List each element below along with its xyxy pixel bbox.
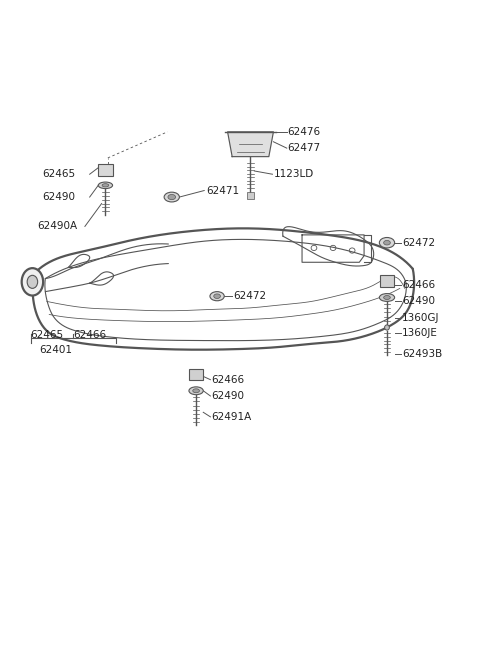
Ellipse shape: [384, 325, 389, 330]
Polygon shape: [228, 132, 274, 157]
Ellipse shape: [98, 182, 113, 189]
Text: 1360JE: 1360JE: [402, 328, 438, 338]
Ellipse shape: [384, 295, 390, 299]
Ellipse shape: [384, 240, 390, 245]
Text: 62490: 62490: [42, 192, 75, 202]
Text: 1123LD: 1123LD: [274, 169, 313, 179]
Text: 62491A: 62491A: [211, 412, 252, 422]
Bar: [247, 193, 254, 199]
Ellipse shape: [189, 387, 203, 395]
Text: 62476: 62476: [288, 127, 321, 137]
Text: 1360GJ: 1360GJ: [402, 312, 440, 323]
Text: 62466: 62466: [73, 330, 106, 341]
Text: 62472: 62472: [402, 238, 435, 248]
Ellipse shape: [379, 238, 395, 248]
Text: 62466: 62466: [211, 375, 244, 384]
FancyBboxPatch shape: [380, 275, 394, 287]
Text: 62472: 62472: [233, 291, 266, 301]
Ellipse shape: [311, 246, 317, 251]
Ellipse shape: [210, 291, 224, 301]
Ellipse shape: [27, 275, 37, 288]
Ellipse shape: [214, 294, 220, 299]
Ellipse shape: [379, 293, 395, 301]
Ellipse shape: [349, 248, 355, 253]
FancyBboxPatch shape: [189, 369, 203, 381]
Ellipse shape: [168, 195, 176, 200]
Ellipse shape: [22, 268, 43, 295]
Text: 62465: 62465: [30, 330, 63, 341]
Text: 62490: 62490: [211, 391, 244, 401]
Text: 62465: 62465: [42, 169, 75, 179]
Ellipse shape: [102, 183, 109, 187]
Ellipse shape: [193, 389, 199, 393]
Text: 62401: 62401: [39, 345, 72, 354]
Ellipse shape: [330, 246, 336, 251]
Text: 62477: 62477: [288, 143, 321, 153]
FancyBboxPatch shape: [98, 164, 113, 176]
Text: 62490: 62490: [402, 297, 435, 307]
Ellipse shape: [164, 192, 180, 202]
Text: 62490A: 62490A: [37, 221, 77, 231]
Text: 62493B: 62493B: [402, 348, 443, 358]
Text: 62466: 62466: [402, 280, 435, 290]
Text: 62471: 62471: [206, 185, 240, 196]
